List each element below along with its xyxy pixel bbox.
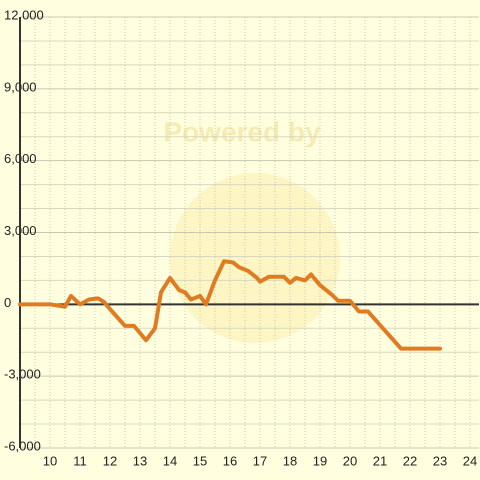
x-tick-label: 21 [373, 453, 387, 468]
x-tick-label: 11 [73, 453, 87, 468]
x-tick-label: 19 [313, 453, 327, 468]
y-tick-label: 12,000 [4, 7, 44, 22]
x-tick-label: 18 [283, 453, 297, 468]
y-tick-label: -6,000 [4, 438, 41, 453]
x-tick-label: 23 [433, 453, 447, 468]
x-tick-label: 12 [103, 453, 117, 468]
x-tick-label: 22 [403, 453, 417, 468]
y-tick-label: -3,000 [4, 367, 41, 382]
x-tick-label: 20 [343, 453, 357, 468]
x-tick-label: 15 [193, 453, 207, 468]
y-tick-label: 0 [4, 295, 11, 310]
x-tick-label: 14 [163, 453, 177, 468]
watermark-logo [170, 173, 340, 343]
x-tick-label: 24 [463, 453, 477, 468]
watermark: Powered by [163, 116, 321, 147]
x-tick-label: 13 [133, 453, 147, 468]
x-tick-label: 10 [43, 453, 57, 468]
line [18, 259, 442, 351]
x-tick-label: 16 [223, 453, 237, 468]
x-tick-label: 17 [253, 453, 267, 468]
